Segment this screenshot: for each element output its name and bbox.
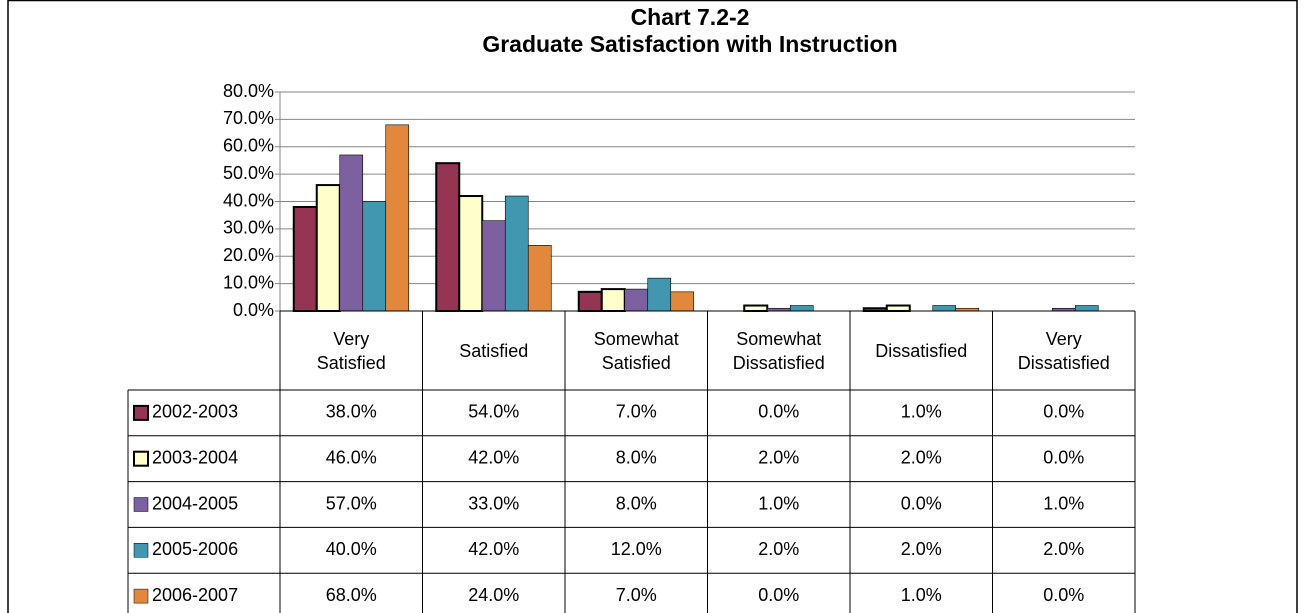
bar <box>292 205 318 313</box>
bar <box>527 245 552 312</box>
table-value: 0.0% <box>1043 585 1084 605</box>
category-label: Satisfied <box>423 311 566 390</box>
legend-label: 2002-2003 <box>152 402 238 422</box>
bar <box>600 288 626 313</box>
y-tick-label: 20.0% <box>223 245 274 265</box>
category-label: Somewhat Dissatisfied <box>708 311 851 390</box>
bar <box>624 288 649 312</box>
bar <box>504 195 529 312</box>
table-value: 2.0% <box>758 447 799 467</box>
table-value: 8.0% <box>616 493 657 513</box>
table-value: 2.0% <box>758 539 799 559</box>
legend-key <box>133 404 149 421</box>
table-value: 1.0% <box>758 493 799 513</box>
table-value: 7.0% <box>616 402 657 422</box>
bar <box>458 195 484 312</box>
bar <box>385 124 410 312</box>
y-tick-label: 50.0% <box>223 163 274 183</box>
legend-label: 2003-2004 <box>152 447 238 467</box>
chart-title: Chart 7.2-2 <box>631 4 750 30</box>
category-text: Satisfied <box>459 340 529 361</box>
bar <box>362 201 387 312</box>
y-tick-label: 60.0% <box>223 136 274 156</box>
y-tick-label: 10.0% <box>223 272 274 292</box>
table-value: 1.0% <box>1043 493 1084 513</box>
bar <box>435 162 461 312</box>
y-tick-label: 80.0% <box>223 81 274 101</box>
category-text: Very Dissatisfied <box>1017 328 1110 373</box>
category-text: Very Satisfied <box>316 328 386 373</box>
bar <box>315 184 341 312</box>
table-value: 2.0% <box>901 539 942 559</box>
table-value: 42.0% <box>468 447 519 467</box>
table-value: 42.0% <box>468 539 519 559</box>
legend-key <box>133 588 149 604</box>
table-value: 2.0% <box>1043 539 1084 559</box>
category-text: Dissatisfied <box>875 340 968 361</box>
bar <box>577 290 603 312</box>
table-value: 24.0% <box>468 585 519 605</box>
bar <box>481 220 506 312</box>
table-value: 2.0% <box>901 447 942 467</box>
table-value: 0.0% <box>901 493 942 513</box>
table-value: 40.0% <box>326 539 377 559</box>
table-value: 12.0% <box>611 539 662 559</box>
table-value: 68.0% <box>326 585 377 605</box>
bar <box>339 154 364 312</box>
table-value: 0.0% <box>758 402 799 422</box>
bar <box>670 291 695 312</box>
category-label: Very Dissatisfied <box>993 311 1136 390</box>
chart-border <box>7 0 1298 613</box>
table-value: 46.0% <box>326 447 377 467</box>
table-value: 33.0% <box>468 493 519 513</box>
y-tick-label: 0.0% <box>233 300 274 320</box>
category-label: Somewhat Satisfied <box>565 311 708 390</box>
legend-key <box>133 450 149 467</box>
category-text: Somewhat Satisfied <box>593 328 679 373</box>
table-value: 8.0% <box>616 447 657 467</box>
table-value: 0.0% <box>1043 402 1084 422</box>
y-tick-label: 40.0% <box>223 190 274 210</box>
table-value: 7.0% <box>616 585 657 605</box>
chart-subtitle: Graduate Satisfaction with Instruction <box>482 31 897 57</box>
table-value: 57.0% <box>326 493 377 513</box>
table-value: 0.0% <box>1043 447 1084 467</box>
table-value: 38.0% <box>326 402 377 422</box>
category-text: Somewhat Dissatisfied <box>732 328 825 373</box>
category-label: Very Satisfied <box>280 311 423 390</box>
bar <box>647 277 672 312</box>
category-label: Dissatisfied <box>850 311 993 390</box>
table-value: 0.0% <box>758 585 799 605</box>
table-value: 1.0% <box>901 585 942 605</box>
y-tick-label: 70.0% <box>223 108 274 128</box>
legend-label: 2006-2007 <box>152 585 238 605</box>
table-value: 54.0% <box>468 402 519 422</box>
y-tick-label: 30.0% <box>223 218 274 238</box>
legend-key <box>133 497 149 512</box>
legend-key <box>133 543 149 558</box>
legend-label: 2004-2005 <box>152 493 238 513</box>
table-value: 1.0% <box>901 402 942 422</box>
legend-label: 2005-2006 <box>152 539 238 559</box>
